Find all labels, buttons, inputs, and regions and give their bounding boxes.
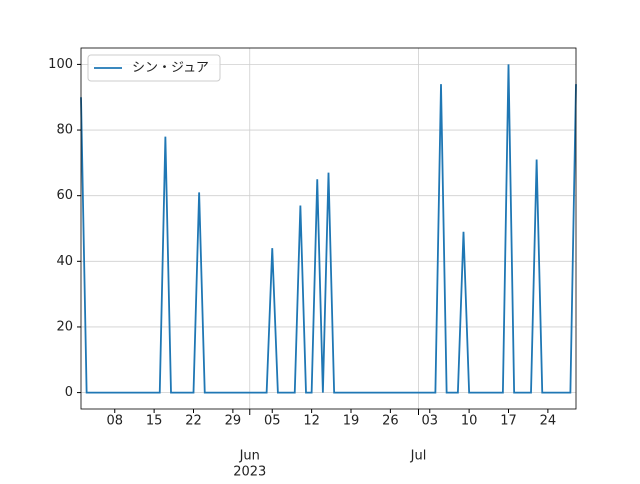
x-tick-label: 15 (146, 414, 163, 429)
x-tick-label: 29 (225, 414, 242, 429)
x-tick-label: 05 (264, 414, 281, 429)
legend-box (87, 54, 221, 82)
x-tick-label: 03 (421, 414, 438, 429)
plot-frame (80, 47, 577, 410)
x-tick-label: 12 (303, 414, 320, 429)
y-tick-label: 0 (65, 385, 73, 400)
x-tick-label: 22 (185, 414, 202, 429)
x-tick-label: 17 (500, 414, 517, 429)
x-tick-label: 24 (540, 414, 557, 429)
x-tick-label: 26 (382, 414, 399, 429)
x-tick-label: 10 (461, 414, 478, 429)
x-tick-label: 08 (106, 414, 123, 429)
y-tick-label: 20 (56, 319, 73, 334)
x-tick-label: Jun (239, 449, 260, 464)
line (80, 64, 577, 394)
y-tick-label: 40 (56, 254, 73, 269)
x-tick-label: Jul (410, 449, 427, 464)
x-tick-sublabel: 2023 (233, 465, 266, 480)
y-tick-label: 60 (56, 188, 73, 203)
y-tick-label: 100 (48, 57, 73, 72)
y-tick-label: 80 (56, 123, 73, 138)
x-tick-label: 19 (343, 414, 360, 429)
legend: シン・ジュア (87, 54, 221, 82)
legend-label: シン・ジュア (132, 61, 209, 76)
